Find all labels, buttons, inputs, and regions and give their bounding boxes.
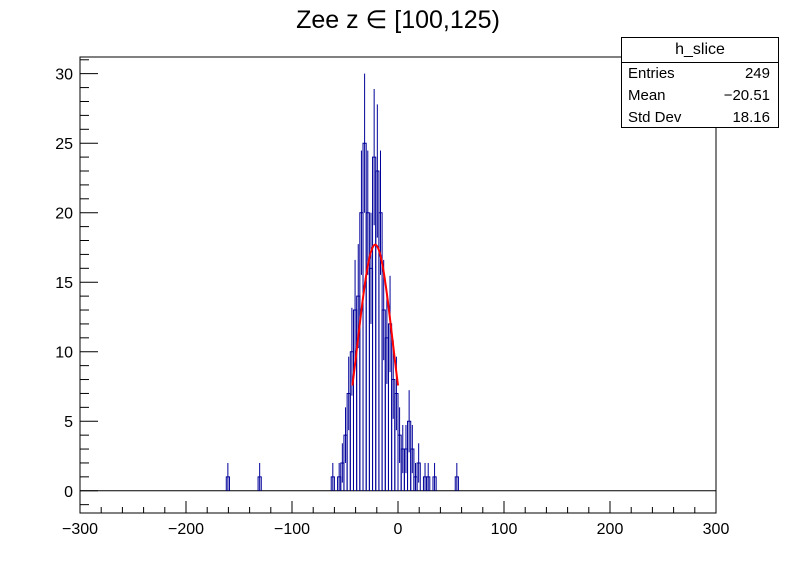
y-tick-label: 20	[55, 206, 73, 223]
stats-label: Mean	[628, 87, 666, 104]
stats-box-title: h_slice	[622, 38, 778, 63]
fit-curve	[351, 243, 399, 386]
x-tick-label: 0	[394, 521, 403, 538]
y-tick-label: 5	[64, 414, 73, 431]
stats-value: −20.51	[723, 87, 770, 104]
y-tick-label: 25	[55, 136, 73, 153]
histogram-series	[225, 142, 459, 491]
stats-label: Entries	[628, 65, 675, 82]
gaussian-fit-curve	[351, 243, 399, 386]
stats-box: h_slice Entries 249 Mean −20.51 Std Dev …	[621, 37, 779, 128]
stats-label: Std Dev	[628, 109, 682, 126]
y-tick-label: 10	[55, 345, 73, 362]
histogram-bin	[416, 462, 421, 491]
x-tick-label: 300	[703, 521, 730, 538]
histogram-bin	[432, 476, 437, 491]
stats-value: 249	[744, 65, 770, 82]
x-tick-label: −200	[168, 521, 204, 538]
stats-row-entries: Entries 249	[622, 63, 778, 85]
x-tick-label: −300	[62, 521, 98, 538]
histogram-bin	[330, 476, 335, 491]
x-tick-label: −100	[274, 521, 310, 538]
stats-row-mean: Mean −20.51	[622, 85, 778, 107]
histogram-bin	[454, 476, 459, 491]
histogram-bin	[410, 448, 415, 491]
x-tick-label: 200	[597, 521, 624, 538]
y-tick-label: 0	[64, 484, 73, 501]
y-axis: 0 5 10 15 20 25 30	[55, 59, 98, 506]
x-axis: −300 −200 −100 0 100 200 300	[62, 501, 729, 538]
histogram-bin	[225, 476, 230, 491]
stats-value: 18.16	[732, 109, 770, 126]
y-tick-label: 30	[55, 67, 73, 84]
histogram-bin	[257, 476, 262, 491]
histogram-bin	[426, 476, 431, 491]
error-bars	[227, 73, 458, 491]
x-tick-label: 100	[491, 521, 518, 538]
stats-row-stddev: Std Dev 18.16	[622, 107, 778, 129]
chart-title: Zee z ∈ [100,125)	[296, 6, 500, 34]
y-tick-label: 15	[55, 275, 73, 292]
